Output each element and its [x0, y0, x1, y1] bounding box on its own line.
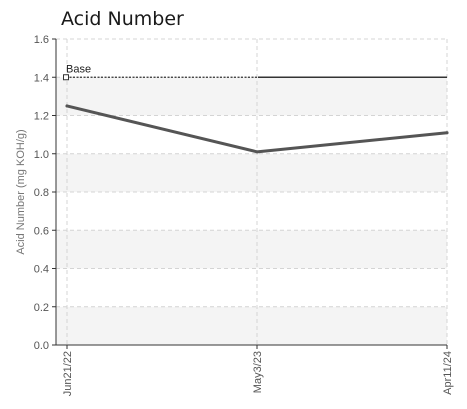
plot-band-3	[56, 192, 447, 231]
axes	[52, 38, 448, 349]
y-tick-label-8: 1.6	[34, 34, 49, 46]
y-axis-label: Acid Number (mg KOH/g)	[15, 129, 27, 254]
base-reference-line: Base	[63, 63, 447, 81]
plot-band-2	[56, 230, 447, 269]
y-tick-label-7: 1.4	[34, 72, 49, 84]
series-lines	[65, 104, 449, 154]
y-tick-label-2: 0.4	[34, 264, 49, 276]
plot-band-5	[56, 115, 447, 154]
series-0-point-2	[445, 131, 449, 135]
y-tick-labels: 0.0 0.2 0.4 0.6 0.8 1.0 1.2 1.4 1.6	[34, 34, 49, 352]
y-tick-label-5: 1.0	[34, 149, 49, 161]
plot-band-1	[56, 268, 447, 307]
y-tick-label-1: 0.2	[34, 302, 49, 314]
plot-band-6	[56, 77, 447, 116]
plot-background-bands	[56, 39, 447, 345]
plot-band-0	[56, 306, 447, 345]
series-0-point-0	[65, 104, 69, 108]
y-tick-label-4: 0.8	[34, 187, 49, 199]
x-tick-label-0: Jun21/22	[62, 351, 74, 396]
y-tick-label-3: 0.6	[34, 225, 49, 237]
x-tick-label-2: Apr11/24	[442, 351, 454, 395]
base-line-marker	[63, 74, 69, 81]
plot-band-7	[56, 39, 447, 78]
y-tick-label-0: 0.0	[34, 340, 49, 352]
chart-title: Acid Number	[61, 8, 184, 30]
series-0-point-1	[255, 150, 259, 154]
x-tick-labels: Jun21/22 May3/23 Apr11/24	[62, 351, 454, 396]
plot-band-4	[56, 153, 447, 192]
base-line-label: Base	[66, 63, 91, 75]
y-tick-label-6: 1.2	[34, 111, 49, 123]
x-tick-label-1: May3/23	[252, 351, 264, 393]
